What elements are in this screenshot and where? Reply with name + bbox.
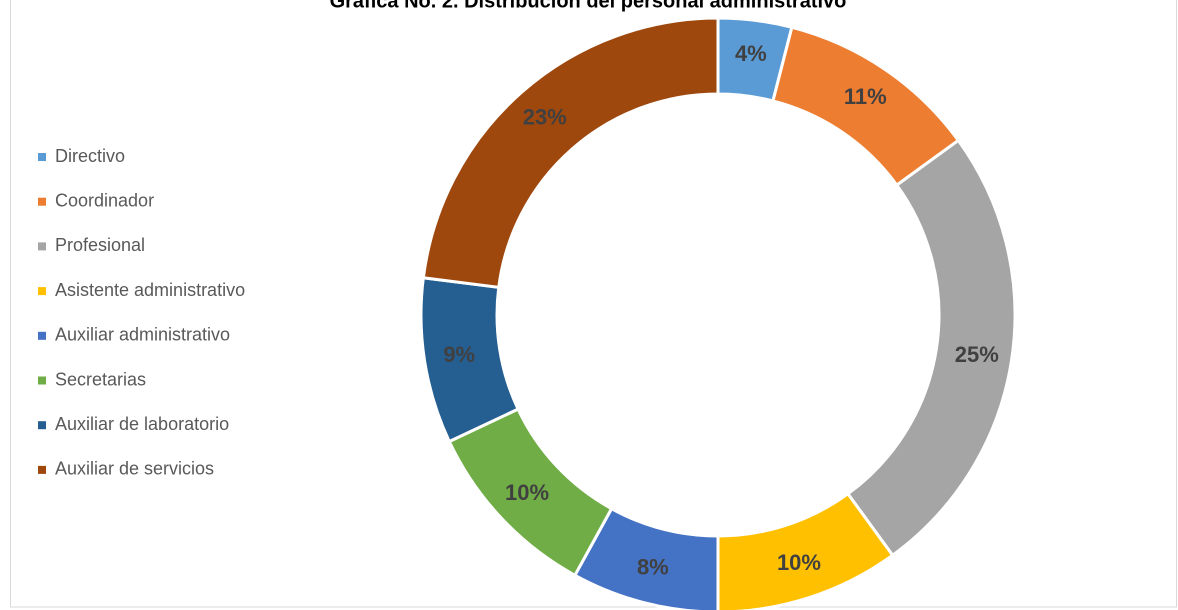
legend-text: Asistente administrativo: [55, 280, 245, 300]
legend-text: Auxiliar de servicios: [55, 459, 214, 479]
legend-text: Secretarias: [55, 369, 146, 389]
data-label: 23%: [523, 104, 567, 129]
legend-marker: [38, 421, 46, 430]
legend-marker: [38, 153, 46, 161]
data-label: 10%: [777, 550, 821, 575]
data-label: 8%: [637, 555, 669, 580]
legend-marker: [38, 242, 46, 251]
legend-marker: [38, 376, 46, 385]
chart-title: Gráfica No. 2. Distribución del personal…: [330, 0, 847, 12]
legend-text: Auxiliar administrativo: [55, 325, 230, 345]
data-label: 4%: [735, 41, 767, 66]
donut-segment: [421, 16, 720, 289]
data-label: 25%: [955, 342, 999, 367]
legend-marker: [38, 465, 46, 474]
legend-text: Auxiliar de laboratorio: [55, 414, 229, 434]
legend-marker: [38, 331, 46, 340]
legend-marker: [38, 197, 46, 206]
chart-border: [10, 0, 1177, 608]
legend-text: Directivo: [55, 146, 125, 166]
legend-marker: [38, 287, 46, 296]
legend-text: Coordinador: [55, 190, 154, 210]
legend-text: Profesional: [55, 235, 145, 255]
data-label: 10%: [505, 480, 549, 505]
data-label: 9%: [443, 342, 475, 367]
data-label: 11%: [844, 84, 887, 109]
